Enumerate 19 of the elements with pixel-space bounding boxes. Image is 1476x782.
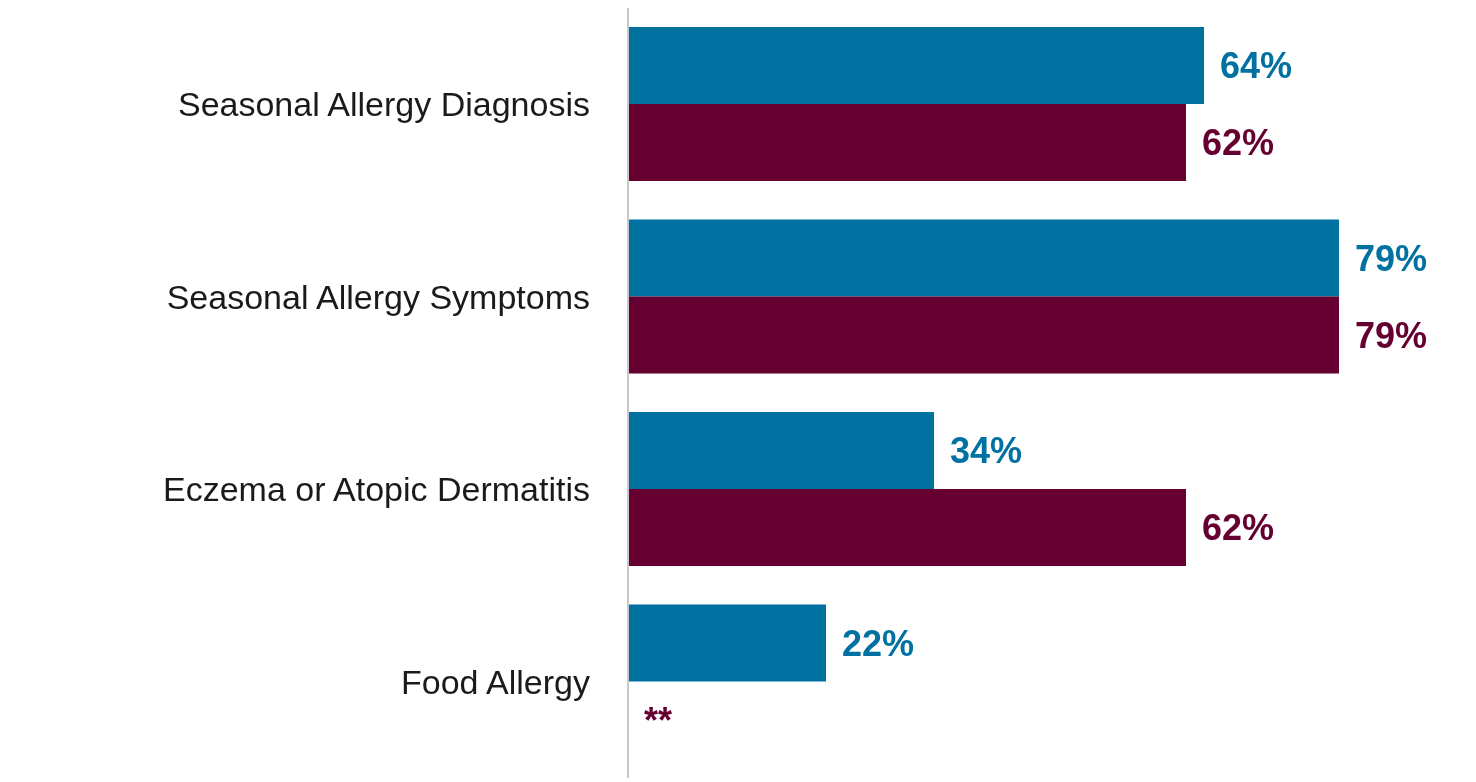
text: ** (644, 699, 673, 741)
bar (628, 604, 826, 682)
data-label: 62% (1202, 122, 1275, 163)
bar (628, 27, 1204, 104)
y-tick-label: Seasonal Allergy Symptoms (166, 277, 590, 316)
y-tick-label: Seasonal Allergy Diagnosis (177, 85, 590, 124)
data-label: 34% (950, 430, 1023, 471)
data-label: 62% (1202, 507, 1275, 548)
bar (628, 219, 1339, 297)
data-label: 79% (1355, 237, 1428, 279)
bar (628, 296, 1339, 374)
bar (628, 104, 1186, 181)
y-tick-label: Food Allergy (401, 662, 590, 701)
data-label: 64% (1220, 45, 1293, 86)
data-label: 22% (842, 622, 915, 664)
data-label: 79% (1355, 314, 1428, 356)
bar (628, 412, 934, 489)
y-tick-label: Eczema or Atopic Dermatitis (162, 470, 590, 509)
bar (628, 489, 1186, 566)
